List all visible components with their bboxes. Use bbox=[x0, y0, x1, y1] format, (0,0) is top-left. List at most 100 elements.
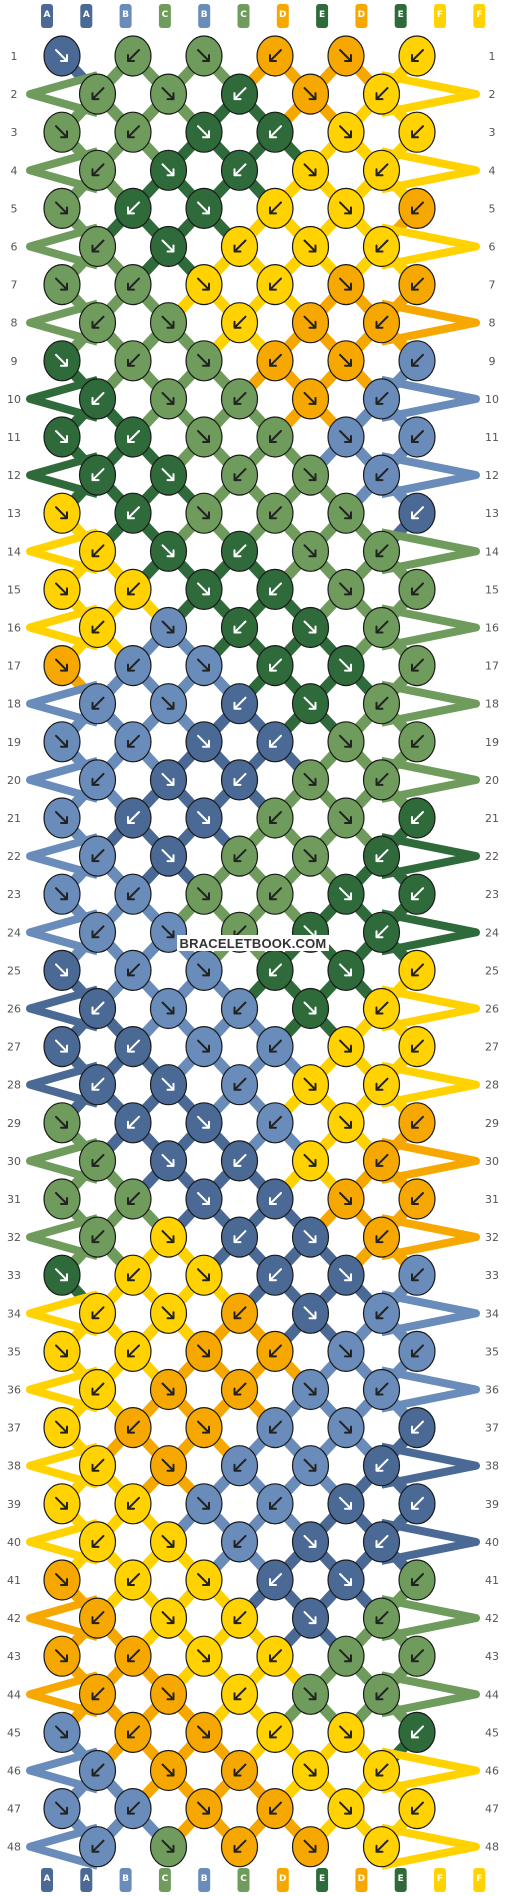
row-number: 12 bbox=[7, 469, 21, 482]
knot-arrow-icon bbox=[91, 1534, 105, 1548]
strand-end bbox=[237, 1868, 250, 1892]
knot-arrow-icon bbox=[91, 1230, 105, 1244]
knot-arrow-icon bbox=[269, 1725, 282, 1739]
knot-arrow-icon bbox=[375, 1306, 389, 1320]
knot-arrow-icon bbox=[339, 1115, 352, 1129]
strand-label: C bbox=[162, 1874, 169, 1884]
knot-arrow-icon bbox=[55, 887, 68, 901]
knot-arrow-icon bbox=[197, 353, 210, 367]
edge-strand bbox=[26, 1138, 99, 1184]
knot-arrow-icon bbox=[303, 315, 317, 329]
row-number: 18 bbox=[7, 698, 21, 711]
knot-arrow-icon bbox=[55, 201, 68, 215]
strand-label: F bbox=[476, 1874, 482, 1884]
knot-arrow-icon bbox=[161, 1839, 175, 1853]
strand-end bbox=[158, 4, 171, 28]
knot-arrow-icon bbox=[269, 49, 282, 62]
row-number: 21 bbox=[7, 812, 21, 825]
knot-arrow-icon bbox=[233, 1153, 247, 1167]
knot-arrow-icon bbox=[269, 658, 282, 672]
row-number: 23 bbox=[7, 888, 21, 901]
strand-end bbox=[355, 1868, 368, 1892]
knot-arrow-icon bbox=[127, 1649, 140, 1663]
knot-arrow-icon bbox=[55, 811, 68, 824]
strand-label: A bbox=[83, 10, 90, 20]
row-number: 46 bbox=[7, 1765, 21, 1778]
edge-strand bbox=[380, 223, 480, 270]
row-number: 12 bbox=[485, 469, 499, 482]
strand-label: D bbox=[279, 1874, 286, 1884]
knot-arrow-icon bbox=[303, 239, 317, 253]
knot-arrow-icon bbox=[127, 1420, 140, 1434]
knot-arrow-icon bbox=[55, 1192, 68, 1205]
knot-arrow-icon bbox=[411, 582, 424, 596]
edge-strand bbox=[380, 1518, 480, 1565]
row-number: 11 bbox=[7, 431, 21, 444]
knot-arrow-icon bbox=[303, 1839, 317, 1853]
row-number: 24 bbox=[7, 926, 21, 939]
knot-arrow-icon bbox=[233, 87, 247, 101]
row-number: 8 bbox=[11, 317, 18, 330]
knot-arrow-icon bbox=[55, 1801, 68, 1815]
knot-arrow-icon bbox=[127, 430, 140, 443]
knot-arrow-icon bbox=[127, 887, 140, 901]
knot-arrow-icon bbox=[375, 1839, 389, 1853]
knot-arrow-icon bbox=[375, 1153, 389, 1167]
knot-arrow-icon bbox=[91, 1382, 105, 1396]
knot-arrow-icon bbox=[375, 1077, 389, 1091]
edge-strand bbox=[26, 452, 99, 498]
knot-arrow-icon bbox=[303, 1534, 317, 1548]
row-number: 43 bbox=[7, 1650, 21, 1663]
knot-arrow-icon bbox=[303, 1077, 317, 1091]
edge-strand bbox=[380, 1290, 480, 1337]
knot-arrow-icon bbox=[197, 1573, 210, 1586]
strand-end bbox=[198, 1868, 211, 1892]
knot-arrow-icon bbox=[269, 811, 282, 824]
knot-arrow-icon bbox=[233, 391, 247, 405]
knot-arrow-icon bbox=[91, 163, 105, 177]
knot-arrow-icon bbox=[91, 696, 105, 710]
knot-arrow-icon bbox=[269, 1496, 282, 1510]
strand-label: E bbox=[398, 1874, 404, 1884]
knot-arrow-icon bbox=[161, 315, 175, 329]
knot-arrow-icon bbox=[303, 1611, 317, 1625]
row-number: 3 bbox=[11, 126, 18, 139]
row-number: 31 bbox=[7, 1193, 21, 1206]
row-number: 2 bbox=[489, 88, 496, 101]
knot-arrow-icon bbox=[233, 1306, 247, 1320]
knot-arrow-icon bbox=[127, 1801, 140, 1815]
knot-arrow-icon bbox=[411, 963, 424, 977]
row-number: 23 bbox=[485, 888, 499, 901]
knot-arrow-icon bbox=[411, 1649, 424, 1663]
knot-arrow-icon bbox=[339, 658, 352, 672]
strand-label: C bbox=[240, 1874, 247, 1884]
knot-arrow-icon bbox=[411, 49, 424, 62]
knot-arrow-icon bbox=[127, 353, 140, 367]
knot-arrow-icon bbox=[197, 125, 210, 139]
knot-arrow-icon bbox=[55, 1115, 68, 1129]
strand-end bbox=[473, 4, 486, 28]
knot-arrow-icon bbox=[197, 430, 210, 443]
edge-strand bbox=[380, 71, 480, 118]
knot-arrow-icon bbox=[233, 1230, 247, 1244]
watermark: BRACELETBOOK.COM bbox=[180, 936, 327, 951]
knot-arrow-icon bbox=[161, 1382, 175, 1396]
edge-strand bbox=[26, 1366, 99, 1413]
knot-arrow-icon bbox=[303, 544, 317, 558]
row-number: 10 bbox=[7, 393, 21, 406]
knot-arrow-icon bbox=[339, 1801, 352, 1815]
row-number: 37 bbox=[7, 1422, 21, 1435]
edge-strand bbox=[380, 1061, 480, 1108]
knot-arrow-icon bbox=[269, 353, 282, 367]
knot-arrow-icon bbox=[161, 163, 175, 177]
edge-strand bbox=[380, 299, 480, 346]
knot-arrow-icon bbox=[411, 201, 424, 215]
row-number: 13 bbox=[7, 507, 21, 520]
knot-arrow-icon bbox=[303, 772, 317, 786]
knot-arrow-icon bbox=[375, 925, 389, 939]
edge-strand bbox=[26, 71, 99, 117]
knot-arrow-icon bbox=[91, 1001, 105, 1015]
row-number: 19 bbox=[485, 736, 499, 749]
row-number: 40 bbox=[7, 1536, 21, 1549]
row-number: 43 bbox=[485, 1650, 499, 1663]
